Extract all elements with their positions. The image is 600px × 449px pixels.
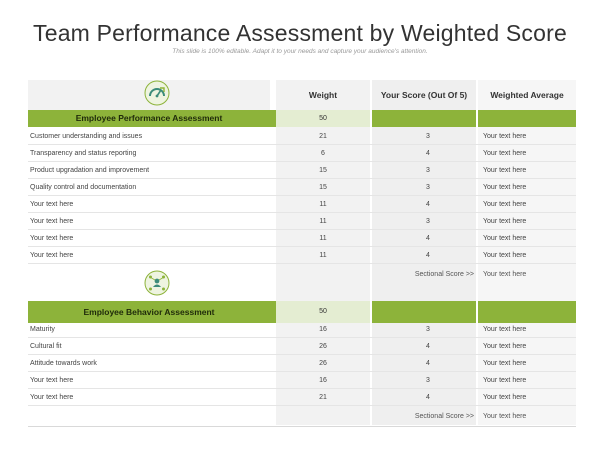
slide-title: Team Performance Assessment by Weighted … — [33, 20, 567, 46]
row-score: 3 — [426, 184, 430, 191]
row-score: 4 — [426, 394, 430, 401]
row-average: Your text here — [483, 343, 527, 350]
row-score: 4 — [426, 252, 430, 259]
row-weight: 16 — [319, 377, 327, 384]
score-column-header: Your Score (Out Of 5) — [380, 90, 468, 100]
team-network-icon — [144, 270, 170, 296]
table-row: Your text here 11 3 Your text here — [28, 213, 576, 230]
row-score: 3 — [426, 133, 430, 140]
row-label: Attitude towards work — [30, 360, 97, 367]
row-score: 4 — [426, 235, 430, 242]
section1-sectional-label: Sectional Score >> — [414, 271, 474, 278]
row-weight: 15 — [319, 184, 327, 191]
row-average: Your text here — [483, 150, 527, 157]
row-average: Your text here — [483, 201, 527, 208]
row-weight: 26 — [319, 360, 327, 367]
row-label: Your text here — [30, 235, 74, 242]
row-average: Your text here — [483, 133, 527, 140]
table-row: Maturity 16 3 Your text here — [28, 321, 576, 338]
row-label: Your text here — [30, 252, 74, 259]
table-row: Transparency and status reporting 6 4 Yo… — [28, 145, 576, 162]
table-row: Product upgradation and improvement 15 3… — [28, 162, 576, 179]
score-column-background — [372, 80, 476, 425]
row-label: Customer understanding and issues — [30, 133, 143, 140]
row-label: Product upgradation and improvement — [30, 167, 150, 174]
row-score: 4 — [426, 201, 430, 208]
row-label: Transparency and status reporting — [30, 150, 137, 157]
speedometer-growth-icon — [144, 80, 170, 106]
section2-score-band — [372, 301, 476, 323]
table-row: Quality control and documentation 15 3 Y… — [28, 179, 576, 196]
row-score: 3 — [426, 218, 430, 225]
row-average: Your text here — [483, 218, 527, 225]
row-weight: 6 — [321, 150, 325, 157]
section1-band-gap — [270, 110, 276, 127]
row-score: 4 — [426, 343, 430, 350]
row-weight: 21 — [319, 133, 327, 140]
weight-column-background — [276, 80, 370, 425]
section1-title-band: Employee Performance Assessment — [28, 110, 270, 127]
row-score: 4 — [426, 360, 430, 367]
slide-subtitle: This slide is 100% editable. Adapt it to… — [172, 48, 428, 55]
row-weight: 11 — [319, 252, 327, 259]
table-row: Customer understanding and issues 21 3 Y… — [28, 128, 576, 145]
section2-title-band: Employee Behavior Assessment — [28, 301, 270, 323]
table-row: Your text here 21 4 Your text here — [28, 389, 576, 406]
row-score: 3 — [426, 326, 430, 333]
row-weight: 26 — [319, 343, 327, 350]
row-average: Your text here — [483, 167, 527, 174]
row-weight: 11 — [319, 218, 327, 225]
row-score: 3 — [426, 377, 430, 384]
row-label: Your text here — [30, 218, 74, 225]
row-label: Quality control and documentation — [30, 184, 137, 191]
table-row: Your text here 11 4 Your text here — [28, 230, 576, 247]
average-column-header: Weighted Average — [490, 90, 564, 100]
row-average: Your text here — [483, 360, 527, 367]
row-average: Your text here — [483, 326, 527, 333]
row-average: Your text here — [483, 394, 527, 401]
table-row: Attitude towards work 26 4 Your text her… — [28, 355, 576, 372]
row-average: Your text here — [483, 235, 527, 242]
table-row: Your text here 11 4 Your text here — [28, 196, 576, 213]
row-weight: 11 — [319, 235, 327, 242]
row-score: 3 — [426, 167, 430, 174]
row-average: Your text here — [483, 377, 527, 384]
table-row: Cultural fit 26 4 Your text here — [28, 338, 576, 355]
row-label: Your text here — [30, 377, 74, 384]
row-score: 4 — [426, 150, 430, 157]
table-bottom-border — [28, 426, 576, 427]
row-label: Your text here — [30, 201, 74, 208]
row-weight: 16 — [319, 326, 327, 333]
section2-weight: 50 — [276, 301, 370, 323]
section1-score-band — [372, 110, 476, 127]
table-row: Your text here 11 4 Your text here — [28, 247, 576, 264]
row-average: Your text here — [483, 184, 527, 191]
row-label: Cultural fit — [30, 343, 62, 350]
section1-average-band — [478, 110, 576, 127]
row-weight: 15 — [319, 167, 327, 174]
row-average: Your text here — [483, 252, 527, 259]
section2-band-gap — [270, 301, 276, 323]
table-row: Your text here 16 3 Your text here — [28, 372, 576, 389]
section2-sectional-label: Sectional Score >> — [414, 413, 474, 420]
section1-sectional-value: Your text here — [483, 271, 527, 278]
section2-average-band — [478, 301, 576, 323]
row-weight: 21 — [319, 394, 327, 401]
weight-column-header: Weight — [308, 90, 338, 100]
row-label: Your text here — [30, 394, 74, 401]
row-weight: 11 — [319, 201, 327, 208]
average-column-background — [478, 80, 576, 425]
section1-weight: 50 — [276, 110, 370, 127]
row-label: Maturity — [30, 326, 55, 333]
section2-sectional-value: Your text here — [483, 413, 527, 420]
